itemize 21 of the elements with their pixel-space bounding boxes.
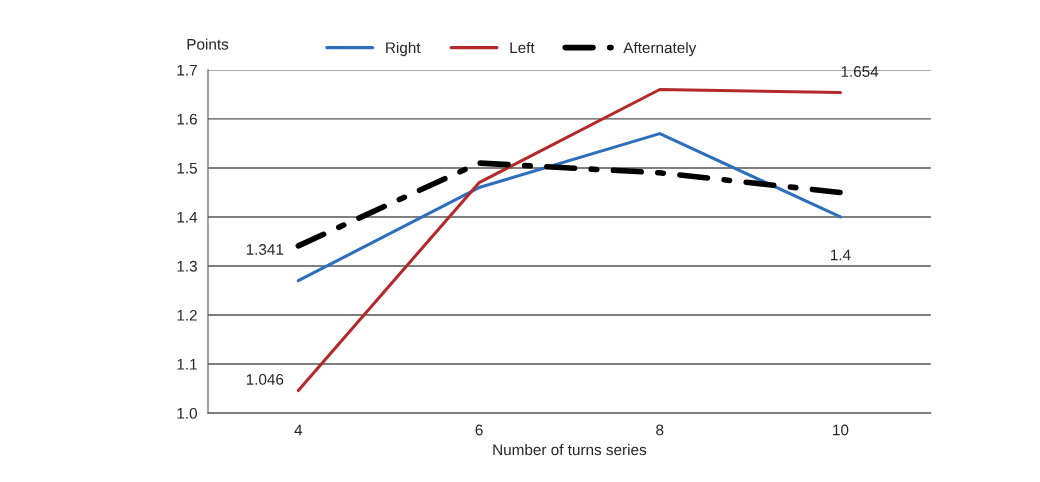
x-tick-label: 6 [475,424,483,436]
x-tick-label: 4 [294,424,303,436]
x-tick-label: 10 [833,424,849,436]
data-label: 1.4 [831,249,851,261]
data-label: 1.046 [246,374,284,385]
y-tick-label: 1.1 [177,359,197,370]
data-label: 1.654 [841,66,879,77]
y-tick-label: 1.6 [177,113,197,125]
y-tick-label: 1.4 [177,211,198,223]
y-tick-label: 1.3 [177,260,197,272]
legend-label: Left [510,41,535,54]
y-tick-label: 1.0 [177,407,197,419]
data-label: 1.341 [246,244,284,255]
legend-label: Afternately [623,41,697,57]
y-tick-label: 1.7 [177,64,197,76]
y-tick-label: 1.2 [177,309,197,321]
legend-label: Right [386,41,421,57]
y-axis-title: Points [187,38,229,50]
x-tick-label: 8 [656,424,664,436]
y-tick-label: 1.5 [177,162,197,174]
x-axis-title: Number of turns series [493,443,647,456]
